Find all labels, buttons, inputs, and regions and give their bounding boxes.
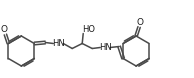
Text: HN: HN bbox=[52, 39, 65, 48]
Text: O: O bbox=[1, 26, 8, 34]
Text: O: O bbox=[137, 18, 144, 27]
Text: HO: HO bbox=[82, 25, 95, 34]
Text: HN: HN bbox=[99, 43, 112, 51]
